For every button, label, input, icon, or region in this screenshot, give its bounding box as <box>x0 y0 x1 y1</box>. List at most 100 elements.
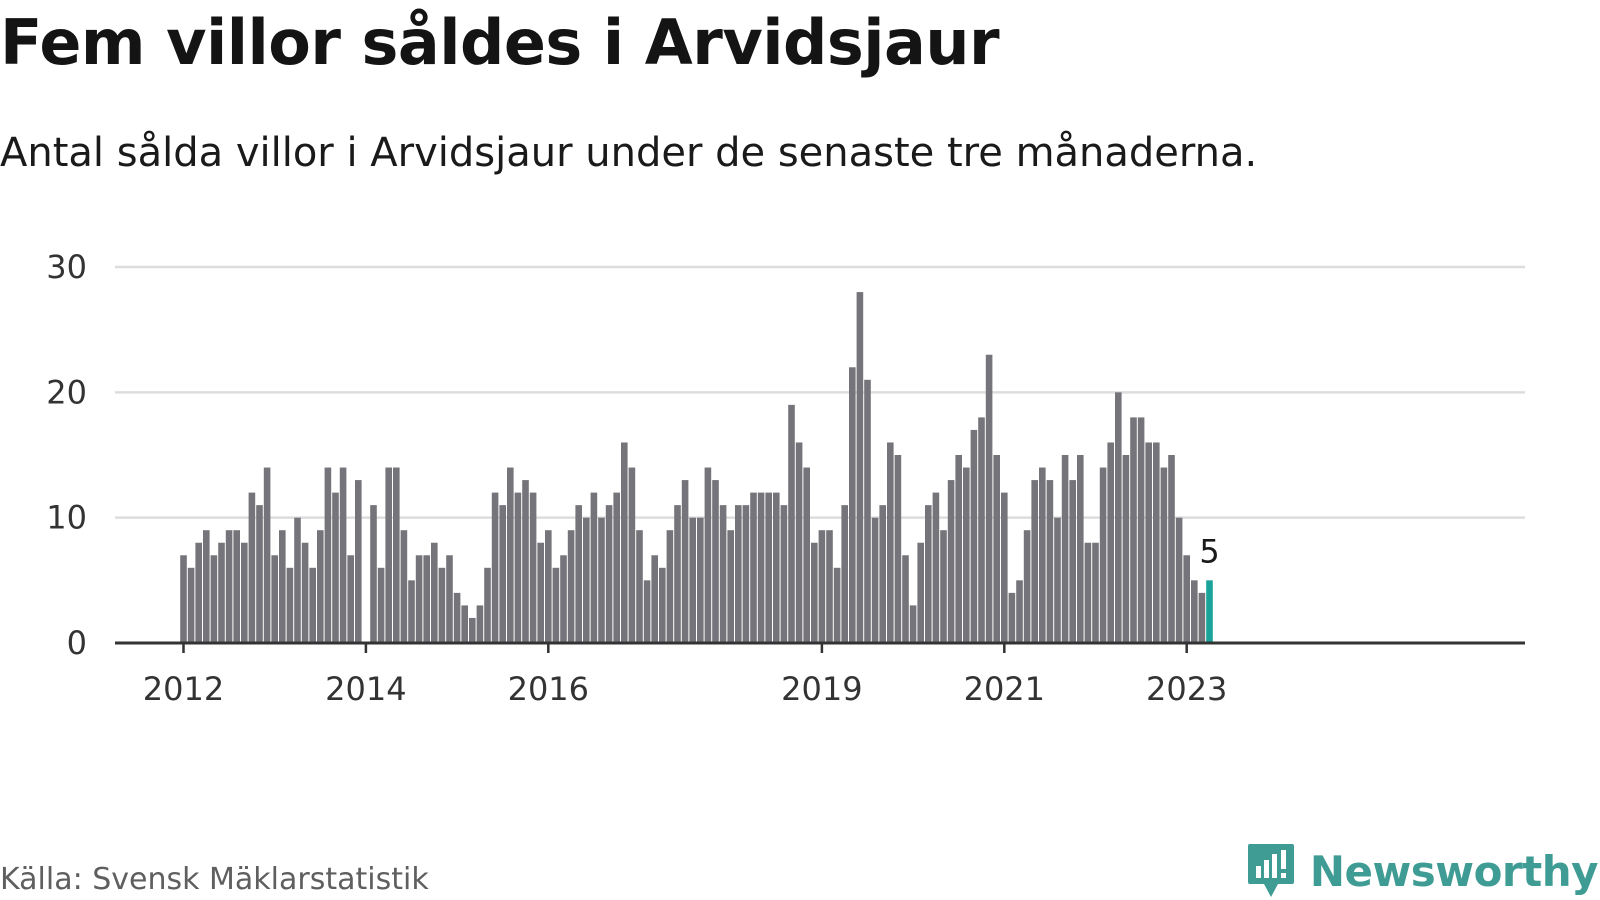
bars <box>180 292 1213 643</box>
bar-122 <box>1107 442 1114 643</box>
y-axis-labels: 0 10 20 30 <box>46 248 87 662</box>
bar-38 <box>469 617 476 643</box>
bar-23 <box>355 480 362 643</box>
bar-25 <box>370 505 377 643</box>
bar-83 <box>811 542 818 643</box>
bar-60 <box>636 530 643 643</box>
y-tick-label-30: 30 <box>46 248 87 286</box>
bar-133 <box>1191 580 1198 643</box>
bar-103 <box>963 467 970 643</box>
bar-101 <box>947 480 955 643</box>
bar-48 <box>545 530 552 643</box>
bar-127 <box>1145 442 1152 643</box>
bar-64 <box>666 530 674 643</box>
bar-121 <box>1099 467 1107 643</box>
bar-86 <box>833 567 841 643</box>
bar-67 <box>689 517 696 643</box>
bar-89 <box>856 292 864 643</box>
bar-70 <box>712 480 719 643</box>
bar-9 <box>248 492 256 643</box>
bar-88 <box>849 367 856 643</box>
bar-117 <box>1069 480 1076 643</box>
bar-27 <box>385 467 392 643</box>
bar-99 <box>932 492 940 643</box>
bar-69 <box>704 467 712 643</box>
bar-90 <box>864 379 871 643</box>
bar-2 <box>195 542 202 643</box>
bar-28 <box>393 467 400 643</box>
bar-92 <box>879 505 886 643</box>
grid-lines <box>115 265 1525 519</box>
brand-logo: Newsworthy <box>1246 842 1599 900</box>
x-tick-label-2023: 2023 <box>1146 670 1227 708</box>
bar-13 <box>279 530 286 643</box>
bar-107 <box>993 455 1000 643</box>
bar-119 <box>1084 542 1092 643</box>
bar-118 <box>1077 455 1084 643</box>
bar-49 <box>552 567 560 643</box>
bar-80 <box>788 404 795 643</box>
source-note: Källa: Svensk Mäklarstatistik <box>0 862 429 897</box>
bar-42 <box>499 505 506 643</box>
bar-43 <box>507 467 514 643</box>
bar-22 <box>347 555 354 643</box>
bar-21 <box>339 467 347 643</box>
bar-109 <box>1008 592 1016 643</box>
last-value-label: 5 <box>1199 532 1219 570</box>
x-tick-label-2021: 2021 <box>964 670 1045 708</box>
bar-100 <box>940 530 947 643</box>
bar-1 <box>187 567 195 643</box>
y-tick-label-20: 20 <box>46 373 87 411</box>
bar-114 <box>1046 480 1054 643</box>
bar-130 <box>1168 455 1175 643</box>
bar-34 <box>438 567 446 643</box>
bar-124 <box>1122 455 1130 643</box>
bar-93 <box>887 442 894 643</box>
bar-87 <box>841 505 848 643</box>
bar-40 <box>484 567 491 643</box>
bar-74 <box>742 505 750 643</box>
bar-47 <box>537 542 544 643</box>
bar-26 <box>377 567 385 643</box>
bar-0 <box>180 555 187 643</box>
bar-3 <box>203 530 210 643</box>
bar-91 <box>871 517 879 643</box>
bar-50 <box>560 555 567 643</box>
bar-61 <box>643 580 651 643</box>
newsworthy-logo-icon <box>1247 844 1294 897</box>
bar-7 <box>233 530 240 643</box>
bar-14 <box>286 567 294 643</box>
bar-36 <box>453 592 461 643</box>
bar-68 <box>697 517 704 643</box>
bar-62 <box>651 555 658 643</box>
bar-66 <box>681 480 689 643</box>
bar-15 <box>294 517 301 643</box>
bar-16 <box>301 542 309 643</box>
bar-104 <box>970 429 978 643</box>
bar-131 <box>1175 517 1183 643</box>
bar-45 <box>522 480 529 643</box>
bar-105 <box>978 417 985 643</box>
x-tick-label-2019: 2019 <box>781 670 862 708</box>
bar-111 <box>1023 530 1031 643</box>
chart-subtitle: Antal sålda villor i Arvidsjaur under de… <box>0 130 1258 176</box>
bar-112 <box>1031 480 1038 643</box>
bar-76 <box>757 492 765 643</box>
bar-51 <box>567 530 575 643</box>
bar-4 <box>210 555 218 643</box>
bar-96 <box>909 605 917 643</box>
chart-title: Fem villor såldes i Arvidsjaur <box>0 6 1000 79</box>
bar-11 <box>263 467 271 643</box>
bar-5 <box>218 542 225 643</box>
bar-44 <box>514 492 522 643</box>
bar-31 <box>415 555 423 643</box>
bar-132 <box>1183 555 1190 643</box>
bar-18 <box>317 530 324 643</box>
bar-29 <box>400 530 408 643</box>
bar-106 <box>985 354 993 643</box>
bar-98 <box>925 505 932 643</box>
bar-65 <box>674 505 681 643</box>
y-tick-label-0: 0 <box>67 624 87 662</box>
bar-79 <box>780 505 788 643</box>
bar-58 <box>621 442 628 643</box>
